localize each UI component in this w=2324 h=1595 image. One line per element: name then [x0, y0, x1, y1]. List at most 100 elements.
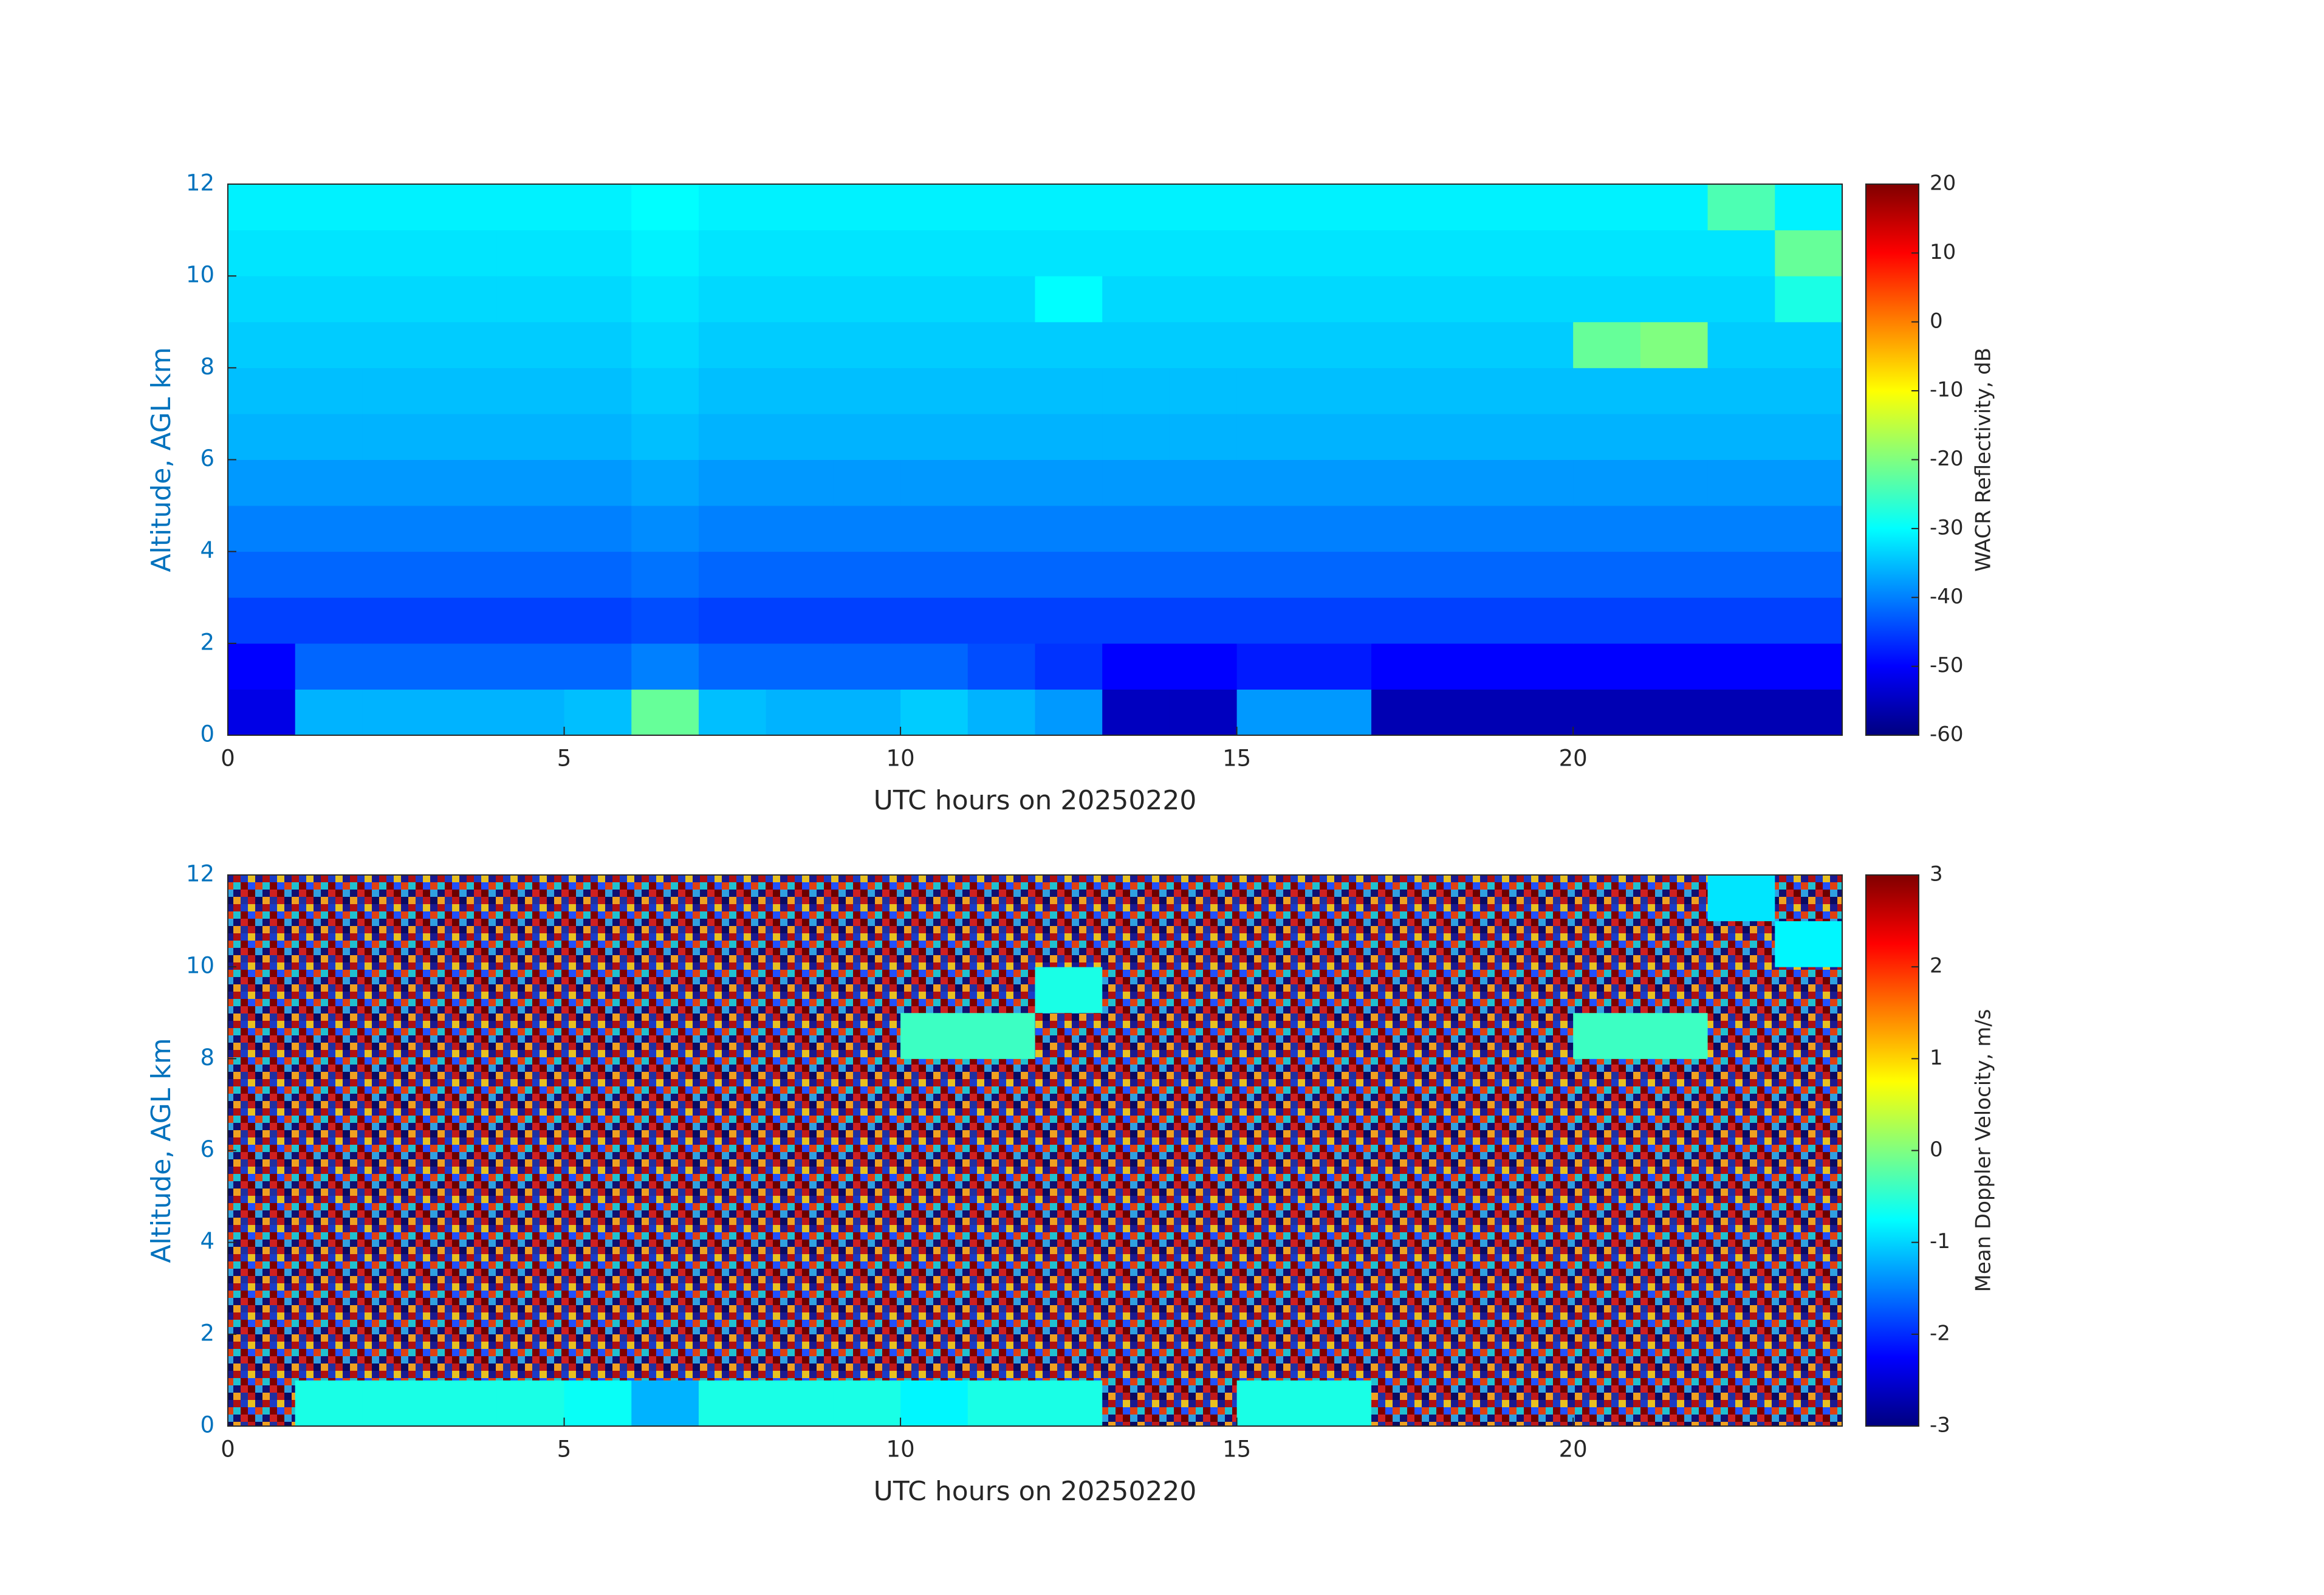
no-signal-cell — [1775, 967, 1843, 1014]
no-signal-cell — [430, 921, 498, 967]
no-signal-cell — [496, 921, 565, 967]
heat-cell — [1371, 643, 1439, 690]
heat-cell — [1236, 551, 1304, 598]
no-signal-cell — [1438, 1012, 1506, 1059]
no-signal-cell — [1371, 1242, 1439, 1289]
no-signal-cell — [1573, 1242, 1641, 1289]
heat-cell — [1304, 1380, 1372, 1427]
no-signal-cell — [1304, 1242, 1372, 1289]
no-signal-cell — [228, 875, 296, 922]
heat-cell — [496, 459, 565, 506]
heat-cell — [1236, 459, 1304, 506]
heat-cell — [564, 1380, 632, 1427]
no-signal-cell — [496, 1150, 565, 1197]
no-signal-cell — [228, 1104, 296, 1151]
x-axis-label: UTC hours on 20250220 — [874, 1476, 1197, 1507]
heat-cell — [228, 506, 296, 552]
no-signal-cell — [967, 1242, 1035, 1289]
heat-cell — [766, 689, 834, 736]
no-signal-cell — [564, 875, 632, 922]
no-signal-cell — [1438, 1150, 1506, 1197]
heat-cell — [1102, 368, 1170, 414]
no-signal-cell — [900, 1196, 968, 1243]
heat-cell — [1438, 459, 1506, 506]
no-signal-cell — [698, 921, 767, 967]
heat-cell — [430, 368, 498, 414]
colorbar-label: Mean Doppler Velocity, m/s — [1972, 1009, 1996, 1292]
y-tick-label: 0 — [200, 721, 214, 747]
no-signal-cell — [1035, 1150, 1103, 1197]
heat-cell — [1035, 321, 1103, 368]
colorbar-tick-label: 0 — [1930, 309, 1943, 333]
heat-cell — [1236, 597, 1304, 644]
y-tick-label: 12 — [186, 861, 214, 887]
heat-cell — [833, 230, 901, 276]
heat-cell — [900, 459, 968, 506]
no-signal-cell — [1573, 921, 1641, 967]
no-signal-cell — [228, 1012, 296, 1059]
no-signal-cell — [1707, 1012, 1775, 1059]
no-signal-cell — [1035, 1242, 1103, 1289]
no-signal-cell — [1304, 875, 1372, 922]
no-signal-cell — [698, 1012, 767, 1059]
no-signal-cell — [1707, 1242, 1775, 1289]
x-tick-label: 0 — [221, 746, 235, 772]
no-signal-cell — [766, 921, 834, 967]
heat-cell — [496, 1380, 565, 1427]
heat-cell — [698, 1380, 767, 1427]
heat-cell — [1775, 506, 1843, 552]
no-signal-cell — [1775, 1150, 1843, 1197]
heat-cell — [1506, 230, 1574, 276]
heat-cell — [362, 459, 430, 506]
heat-cell — [900, 1012, 968, 1059]
heat-cell — [631, 413, 699, 460]
heat-cell — [631, 459, 699, 506]
no-signal-cell — [430, 1242, 498, 1289]
no-signal-cell — [1169, 967, 1238, 1014]
heat-cell — [228, 597, 296, 644]
no-signal-cell — [1236, 967, 1304, 1014]
no-signal-cell — [1304, 1104, 1372, 1151]
no-signal-cell — [900, 1288, 968, 1335]
heat-cell — [1707, 368, 1775, 414]
no-signal-cell — [564, 967, 632, 1014]
heat-cell — [766, 184, 834, 231]
heat-cell — [631, 643, 699, 690]
no-signal-cell — [766, 967, 834, 1014]
x-axis-label: UTC hours on 20250220 — [874, 785, 1197, 816]
heat-cell — [1775, 276, 1843, 323]
heat-cell — [833, 368, 901, 414]
heat-cell — [1506, 551, 1574, 598]
no-signal-cell — [362, 1058, 430, 1105]
heat-cell — [1707, 230, 1775, 276]
no-signal-cell — [228, 1288, 296, 1335]
heat-cell — [1035, 597, 1103, 644]
no-signal-cell — [362, 921, 430, 967]
heat-cell — [1707, 875, 1775, 922]
heat-cell — [1035, 230, 1103, 276]
no-signal-cell — [295, 1196, 363, 1243]
heat-cell — [430, 184, 498, 231]
no-signal-cell — [496, 875, 565, 922]
no-signal-cell — [1640, 1242, 1709, 1289]
heat-cell — [766, 230, 834, 276]
no-signal-cell — [1169, 1150, 1238, 1197]
no-signal-cell — [833, 921, 901, 967]
x-tick-label: 20 — [1559, 746, 1588, 772]
heat-cell — [1035, 506, 1103, 552]
heat-cell — [967, 276, 1035, 323]
no-signal-cell — [1304, 1150, 1372, 1197]
heat-cell — [430, 413, 498, 460]
heat-cell — [362, 643, 430, 690]
no-signal-cell — [967, 1058, 1035, 1105]
heat-cell — [228, 689, 296, 736]
heat-cell — [1102, 321, 1170, 368]
heat-cell — [1169, 551, 1238, 598]
heat-cell — [900, 506, 968, 552]
heat-cell — [295, 184, 363, 231]
heat-cell — [430, 551, 498, 598]
heat-cell — [362, 1380, 430, 1427]
colorbar-tick-label: -10 — [1930, 378, 1964, 402]
heat-cell — [1640, 1012, 1709, 1059]
